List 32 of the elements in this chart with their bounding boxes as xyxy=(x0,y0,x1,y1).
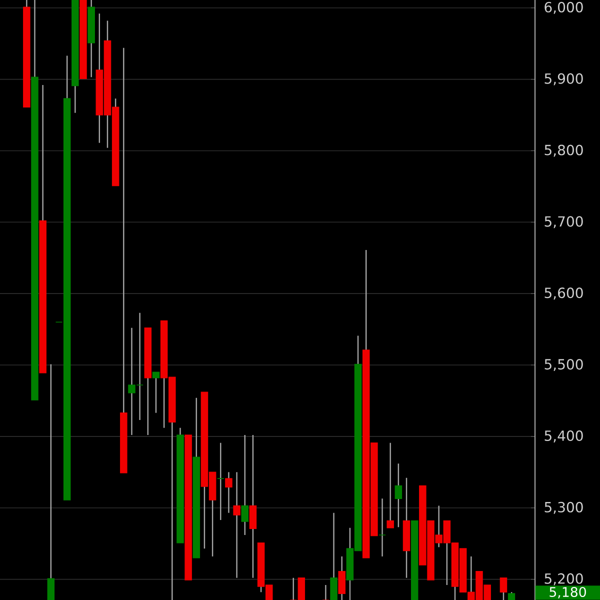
candlestick xyxy=(378,498,386,558)
candlestick xyxy=(88,0,95,78)
candlestick xyxy=(23,0,30,108)
candlestick xyxy=(31,0,38,400)
candlestick xyxy=(176,427,184,544)
candlestick xyxy=(249,434,257,578)
candlestick xyxy=(386,442,394,528)
candlestick xyxy=(144,327,152,436)
candlestick xyxy=(394,462,402,528)
candlestick xyxy=(184,434,192,580)
candlestick xyxy=(233,472,240,578)
candlestick xyxy=(402,477,410,578)
candlestick xyxy=(152,372,160,414)
candlestick xyxy=(225,472,232,514)
text: 5,180 xyxy=(550,586,586,598)
candlestick xyxy=(120,47,128,474)
y-tick-label: 5,900 xyxy=(544,73,583,86)
y-tick-label: 6,000 xyxy=(544,2,583,14)
candlestick xyxy=(192,397,200,558)
candlestick xyxy=(72,0,79,114)
candlestick xyxy=(298,577,306,600)
y-tick-label: 5,600 xyxy=(544,288,583,300)
y-tick-label: 5,400 xyxy=(544,430,583,442)
y-tick-label: 5,300 xyxy=(544,502,583,514)
y-tick-label: 5,800 xyxy=(544,144,583,157)
candlestick xyxy=(47,364,55,600)
y-tick-label: 5,500 xyxy=(544,358,583,372)
candlestick xyxy=(217,442,224,521)
candlestick xyxy=(241,434,249,536)
y-tick-label: 5,200 xyxy=(544,573,583,586)
y-tick-label: 5,700 xyxy=(544,216,583,228)
candlestick xyxy=(39,84,46,374)
